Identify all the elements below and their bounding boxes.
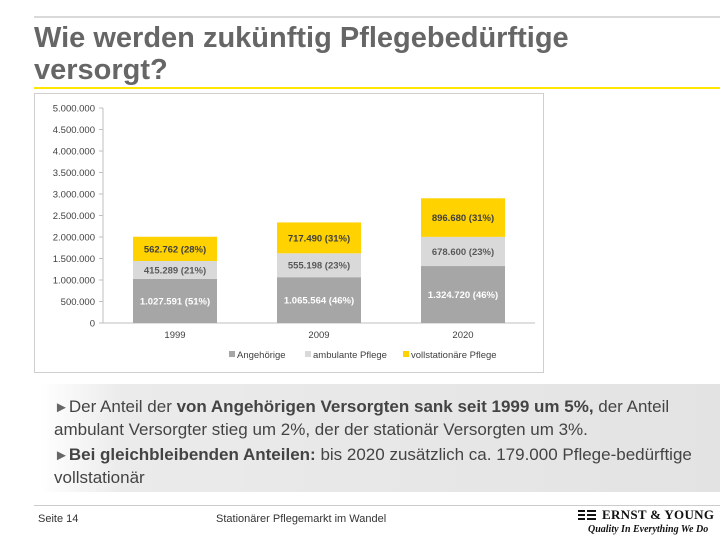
ey-logo-mark-icon — [578, 510, 596, 520]
y-tick-label: 3.500.000 — [53, 168, 95, 179]
data-label: 415.289 (21%) — [144, 265, 206, 276]
logo-name: ERNST & YOUNG — [602, 507, 715, 522]
page-title: Wie werden zukünftig Pflegebedürftige ve… — [34, 22, 569, 86]
y-tick-label: 1.500.000 — [53, 254, 95, 265]
logo-tagline: Quality In Everything We Do — [588, 524, 709, 535]
top-rule — [34, 16, 720, 18]
bar-segment — [133, 236, 217, 261]
y-tick-label: 2.500.000 — [53, 211, 95, 222]
y-tick-label: 2.000.000 — [53, 233, 95, 244]
ey-logo: ERNST & YOUNG Quality In Everything We D… — [578, 507, 718, 543]
bullet-arrow-icon: ► — [54, 447, 69, 464]
legend-swatch — [403, 351, 409, 357]
title-rule — [34, 87, 720, 89]
legend-label: ambulante Pflege — [313, 350, 387, 361]
bullet-1: ►Der Anteil der von Angehörigen Versorgt… — [54, 396, 714, 441]
data-label: 717.490 (31%) — [288, 233, 350, 244]
footer-title: Stationärer Pflegemarkt im Wandel — [216, 513, 387, 525]
y-tick-label: 0 — [90, 319, 95, 330]
bullet-1-post: der Anteil ambulant Versorgter stieg um … — [54, 397, 670, 439]
bullet-2-post: bis 2020 zusätzlich ca. 179.000 Pflege-b… — [54, 445, 692, 487]
y-tick-label: 5.000.000 — [53, 104, 95, 115]
data-label: 678.600 (23%) — [432, 247, 494, 258]
page-number: Seite 14 — [38, 513, 79, 525]
x-tick-label: 2009 — [308, 330, 329, 341]
bar-segment — [277, 222, 361, 254]
legend-swatch — [229, 351, 235, 357]
y-tick-label: 4.000.000 — [53, 147, 95, 158]
y-tick-label: 3.000.000 — [53, 190, 95, 201]
bar-segment — [421, 266, 505, 323]
data-label: 555.198 (23%) — [288, 261, 350, 272]
bar-segment — [421, 198, 505, 237]
y-tick-label: 1.000.000 — [53, 276, 95, 287]
data-label: 562.762 (28%) — [144, 244, 206, 255]
y-tick-label: 4.500.000 — [53, 125, 95, 136]
bar-segment — [133, 260, 217, 279]
summary-box — [40, 384, 720, 492]
data-label: 896.680 (31%) — [432, 213, 494, 224]
bullet-1-pre: Der Anteil der — [68, 397, 177, 416]
bullet-1-bold: von Angehörigen Versorgten sank seit 199… — [176, 397, 594, 416]
x-tick-label: 1999 — [164, 330, 185, 341]
legend-label: vollstationäre Pflege — [411, 350, 497, 361]
bullet-2: ►Bei gleichbleibenden Anteilen: bis 2020… — [54, 444, 714, 489]
bar-segment — [277, 253, 361, 278]
stacked-bar-chart: 0 500.000 1.000.000 1.500.000 2.000.000 2.500… — [53, 104, 535, 361]
legend-swatch — [305, 351, 311, 357]
data-label: 1.027.591 (51%) — [140, 296, 210, 307]
bar-segment — [133, 278, 217, 323]
footer-rule — [34, 505, 720, 506]
bullet-arrow-icon: ► — [54, 399, 69, 416]
legend-label: Angehörige — [237, 350, 286, 361]
y-tick-label: 500.000 — [61, 297, 95, 308]
data-label: 1.324.720 (46%) — [428, 290, 498, 301]
data-label: 1.065.564 (46%) — [284, 296, 354, 307]
bar-segment — [421, 236, 505, 267]
bullet-2-bold: Bei gleichbleibenden Anteilen: — [68, 445, 316, 464]
x-tick-label: 2020 — [452, 330, 473, 341]
chart-container: 0 500.000 1.000.000 1.500.000 2.000.000 2.500… — [34, 93, 544, 373]
bar-segment — [277, 277, 361, 323]
